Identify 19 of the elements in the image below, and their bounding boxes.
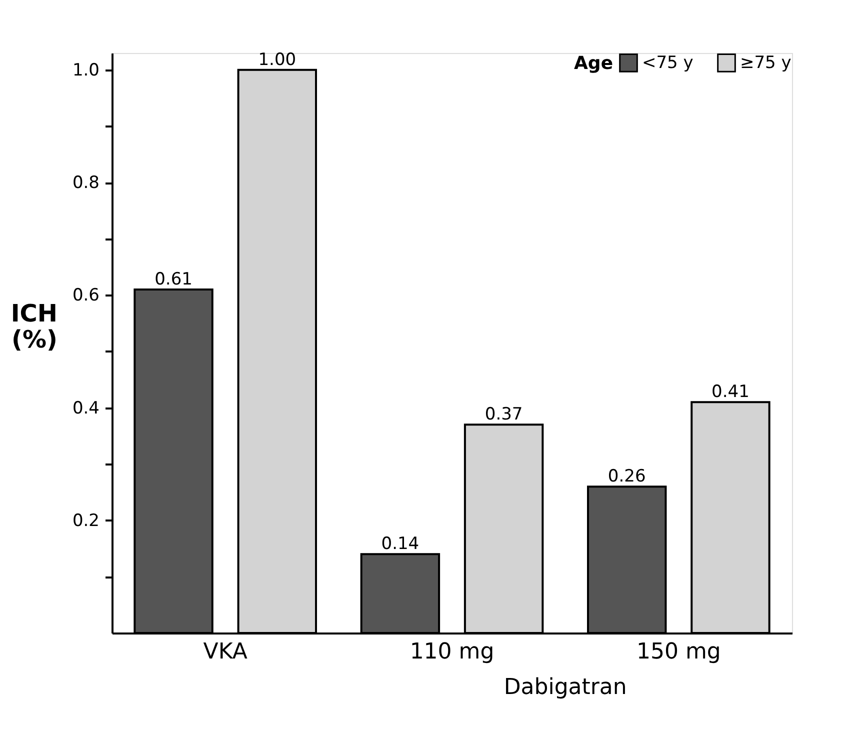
y-tick-label: 0.2 xyxy=(72,510,100,531)
data-label: 0.41 xyxy=(712,382,750,402)
x-tick-label: VKA xyxy=(203,640,248,664)
y-tick-label: 0.6 xyxy=(72,286,100,306)
data-label: 1.00 xyxy=(258,50,296,70)
legend-label: ≥75 y xyxy=(740,52,792,73)
x-axis-title: Dabigatran xyxy=(504,675,627,700)
x-tick-label: 150 mg xyxy=(636,640,721,664)
data-label: 0.26 xyxy=(608,466,646,487)
legend-title: Age xyxy=(574,53,614,74)
y-tick-label: 0.8 xyxy=(72,173,100,194)
legend-label: <75 y xyxy=(642,52,694,73)
data-label: 0.14 xyxy=(381,534,420,554)
y-tick-label: 0.4 xyxy=(72,398,100,418)
y-tick-label: 1.0 xyxy=(72,60,100,80)
data-label: 0.61 xyxy=(154,270,192,290)
x-tick-label: 110 mg xyxy=(410,640,494,664)
y-axis-title: ICH (%) xyxy=(10,300,58,354)
data-label: 0.37 xyxy=(484,404,523,425)
